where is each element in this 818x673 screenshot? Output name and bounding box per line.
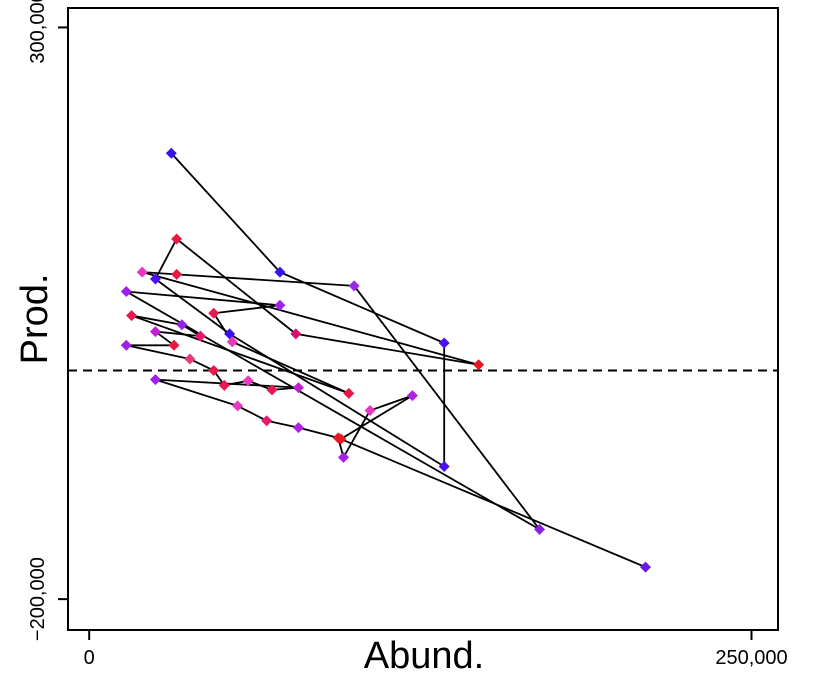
connecting-segment <box>142 271 177 276</box>
connecting-segment <box>126 290 281 307</box>
connecting-segment <box>189 358 215 372</box>
data-point <box>343 387 355 399</box>
data-point <box>149 273 161 285</box>
data-point <box>640 561 652 573</box>
data-point <box>176 319 188 331</box>
data-point <box>120 339 132 351</box>
connecting-segment <box>141 271 479 366</box>
connecting-segment <box>340 438 646 568</box>
connecting-segment <box>176 238 297 335</box>
data-point <box>171 233 183 245</box>
data-point <box>218 379 230 391</box>
connecting-segment <box>266 419 299 429</box>
data-point <box>364 404 376 416</box>
data-point <box>406 390 418 402</box>
connecting-segment <box>155 330 201 338</box>
data-point <box>168 339 180 351</box>
data-point <box>171 268 183 280</box>
connecting-segment <box>342 410 371 458</box>
data-point <box>348 280 360 292</box>
y-tick-label: −200,000 <box>27 557 49 641</box>
connecting-segment <box>155 378 238 407</box>
data-point <box>165 147 177 159</box>
data-point <box>274 299 286 311</box>
data-point <box>335 433 347 445</box>
data-point <box>136 266 148 278</box>
connecting-segment <box>154 278 231 335</box>
connecting-segment <box>369 394 413 412</box>
connecting-segment <box>237 405 268 422</box>
connecting-segment <box>279 271 445 344</box>
data-point <box>292 382 304 394</box>
connecting-lines <box>125 152 646 568</box>
x-tick-label: 0 <box>84 647 95 669</box>
connecting-segment <box>125 290 541 531</box>
connecting-segment <box>340 394 413 440</box>
connecting-segment <box>126 344 191 360</box>
data-point <box>120 286 132 298</box>
data-point <box>232 400 244 412</box>
data-points <box>120 147 652 573</box>
connecting-segment <box>213 304 281 315</box>
y-tick-label: 300,000 <box>27 0 49 64</box>
data-point <box>473 359 485 371</box>
connecting-segment <box>353 285 541 530</box>
data-point <box>194 330 206 342</box>
data-point <box>438 337 450 349</box>
data-point <box>242 375 254 387</box>
axes <box>67 27 752 631</box>
connecting-segment <box>298 426 339 439</box>
data-point <box>208 307 220 319</box>
data-point <box>184 353 196 365</box>
data-point <box>226 336 238 348</box>
x-tick-label: 250,000 <box>715 647 787 669</box>
connecting-segment <box>176 273 355 287</box>
data-point <box>274 266 286 278</box>
connecting-segment <box>154 238 178 280</box>
data-point <box>290 328 302 340</box>
data-point <box>126 310 138 322</box>
connecting-segment <box>231 341 350 395</box>
x-axis-title: Abund. <box>364 635 484 673</box>
data-point <box>149 374 161 386</box>
y-axis-title: Prod. <box>14 274 56 365</box>
data-point <box>292 422 304 434</box>
data-point <box>149 326 161 338</box>
connecting-segment <box>170 152 281 273</box>
connecting-segment <box>295 332 479 366</box>
data-point <box>438 460 450 472</box>
connecting-segment <box>131 314 350 395</box>
data-point <box>338 451 350 463</box>
data-point <box>208 364 220 376</box>
ticks: 0 250,000 −200,000 300,000 <box>27 0 788 669</box>
connecting-segment <box>131 314 183 326</box>
data-point <box>534 523 546 535</box>
data-point <box>261 415 273 427</box>
data-point <box>266 384 278 396</box>
